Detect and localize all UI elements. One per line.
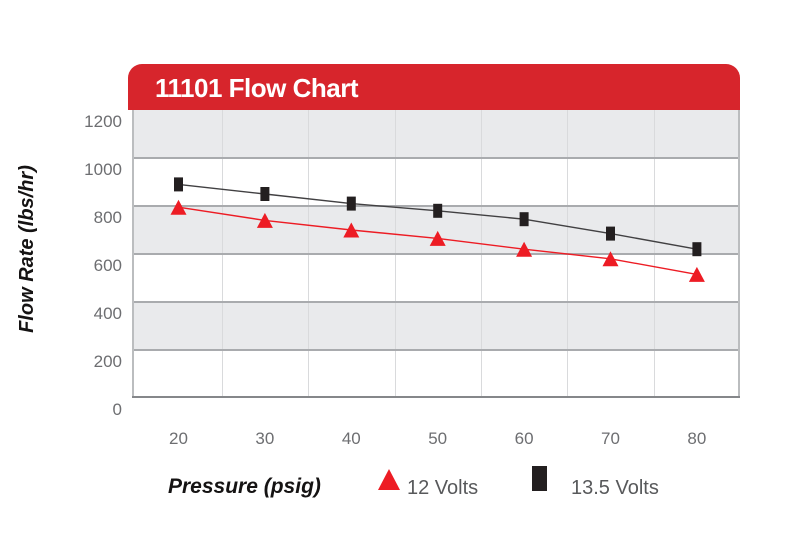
x-tick-label: 50 xyxy=(428,429,448,448)
data-point-marker xyxy=(516,241,533,257)
x-tick-label: 60 xyxy=(514,429,534,448)
horizontal-gridline xyxy=(132,349,740,351)
y-tick-label: 600 xyxy=(93,256,122,275)
horizontal-gridline xyxy=(132,301,740,303)
plot-area xyxy=(132,110,740,398)
data-point-marker xyxy=(346,196,356,211)
data-point-marker xyxy=(519,212,529,227)
plot-band xyxy=(132,302,740,350)
horizontal-gridline xyxy=(132,253,740,255)
legend-label: 13.5 Volts xyxy=(571,477,659,499)
chart-title: 11101 Flow Chart xyxy=(155,73,358,103)
data-point-marker xyxy=(174,177,183,192)
data-point-marker xyxy=(260,187,270,201)
data-point-marker xyxy=(602,251,619,267)
legend-label: 12 Volts xyxy=(407,477,479,499)
chart-header: 11101 Flow Chart xyxy=(128,64,740,110)
x-axis-line xyxy=(132,396,740,398)
y-tick-label: 200 xyxy=(93,352,122,371)
x-tick-label: 30 xyxy=(255,429,275,448)
data-point-marker xyxy=(606,226,615,241)
y-tick-label: 800 xyxy=(93,208,122,227)
plot-band xyxy=(132,254,740,302)
y-tick-label: 1200 xyxy=(84,112,122,131)
data-point-marker xyxy=(692,242,702,257)
y-tick-label: 400 xyxy=(93,304,122,323)
data-point-marker xyxy=(429,230,446,246)
legend-triangle-icon xyxy=(378,469,400,490)
y-tick-label: 1000 xyxy=(84,160,122,179)
x-tick-label: 40 xyxy=(341,429,361,448)
legend-square-icon xyxy=(532,466,547,491)
data-point-marker xyxy=(170,199,187,215)
data-point-marker xyxy=(688,266,705,282)
x-axis-title: Pressure (psig) xyxy=(168,475,321,498)
y-axis-title: Flow Rate (lbs/hr) xyxy=(16,165,38,333)
data-point-marker xyxy=(343,222,360,238)
plot-band xyxy=(132,110,740,158)
series-layer xyxy=(170,177,705,282)
data-point-marker xyxy=(433,203,443,218)
plot-band xyxy=(132,158,740,206)
x-tick-label: 20 xyxy=(169,429,188,448)
plot-band xyxy=(132,350,740,398)
data-point-marker xyxy=(256,212,273,228)
x-tick-label: 80 xyxy=(687,429,707,448)
horizontal-gridline xyxy=(132,157,740,159)
plot-border xyxy=(738,110,740,398)
plot-border xyxy=(132,110,134,398)
x-tick-label: 70 xyxy=(601,429,620,448)
y-tick-label: 0 xyxy=(112,400,122,419)
